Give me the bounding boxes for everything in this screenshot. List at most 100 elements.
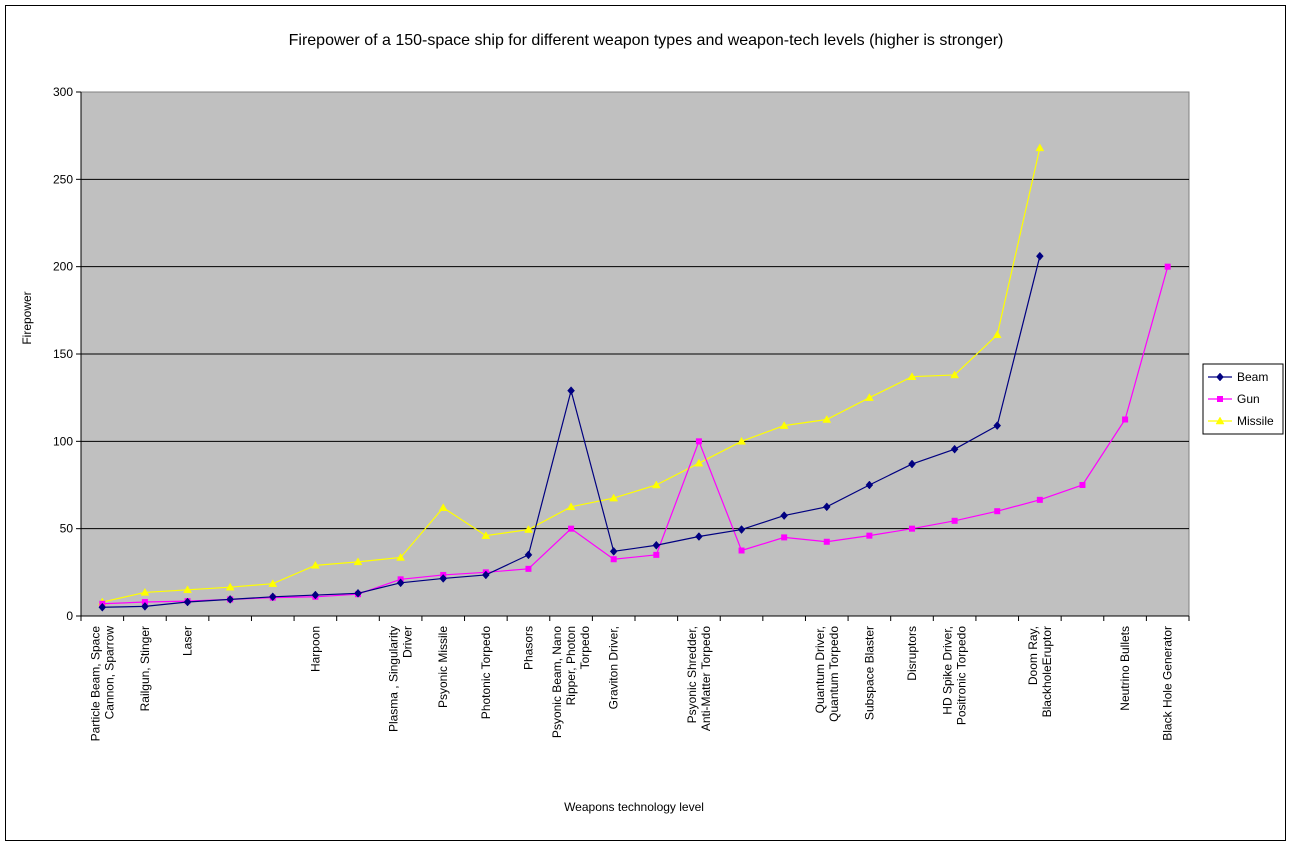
- point-missile: [310, 560, 320, 569]
- legend-marker-gun: [1217, 396, 1223, 402]
- x-tick-label: HD Spike Driver, Positronic Torpedo: [941, 626, 969, 725]
- point-gun: [994, 508, 1001, 515]
- point-missile: [396, 552, 406, 561]
- x-tick-label: Plasma , Singularity Driver: [387, 626, 415, 732]
- y-tick-label: 150: [53, 347, 73, 361]
- point-missile: [864, 393, 874, 401]
- x-tick-label-line: Railgun, Stinger: [138, 626, 152, 711]
- point-beam: [354, 588, 362, 598]
- x-tick-label-line: Psyonic Beam, Nano: [550, 626, 564, 738]
- x-tick-label-line: Neutrino Bullets: [1118, 626, 1132, 711]
- x-tick-label: Phasors: [521, 626, 535, 670]
- x-tick-label-line: Torpedo: [578, 626, 592, 670]
- x-tick-label-line: Disruptors: [905, 626, 919, 681]
- point-beam: [695, 532, 703, 541]
- point-beam: [652, 540, 661, 550]
- x-tick-label-line: Subspace Blaster: [862, 626, 876, 720]
- point-missile: [524, 525, 533, 533]
- point-missile: [353, 557, 363, 566]
- point-beam: [780, 511, 788, 520]
- point-beam: [226, 595, 234, 604]
- point-missile: [140, 587, 150, 596]
- y-tick-label: 50: [60, 522, 74, 536]
- x-tick-label: Photonic Torpedo: [479, 626, 493, 720]
- y-axis-ticks: 0 50 100 150 200 250 300: [53, 85, 81, 623]
- point-gun: [695, 438, 702, 445]
- point-gun: [951, 517, 958, 524]
- x-tick-label-line: Positronic Torpedo: [955, 626, 969, 725]
- point-beam: [609, 546, 618, 556]
- x-tick-label-line: Particle Beam, Space: [88, 626, 102, 742]
- point-gun: [909, 525, 915, 532]
- point-beam: [822, 502, 831, 512]
- point-beam: [439, 574, 448, 583]
- x-tick-label-line: Psyonic Shredder,: [685, 626, 699, 723]
- point-missile: [225, 582, 235, 591]
- chart-frame: Firepower of a 150-space ship for differ…: [5, 5, 1286, 841]
- x-tick-label-line: Harpoon: [308, 626, 322, 672]
- y-tick-label: 200: [53, 260, 73, 274]
- x-tick-label: Neutrino Bullets: [1118, 626, 1132, 711]
- point-beam: [908, 459, 916, 469]
- point-missile: [950, 370, 960, 379]
- point-beam: [98, 602, 107, 612]
- point-missile: [438, 503, 448, 511]
- x-tick-label: Railgun, Stinger: [138, 626, 152, 711]
- point-beam: [396, 578, 405, 588]
- point-missile: [737, 436, 746, 445]
- point-beam: [865, 480, 874, 490]
- series-line-gun: [102, 266, 1169, 605]
- point-missile: [779, 421, 789, 429]
- x-tick-label: Doom Ray, BlackholeEruptor: [1026, 626, 1054, 717]
- x-tick-label: Graviton Driver,: [607, 626, 621, 709]
- point-beam: [183, 597, 192, 607]
- point-beam: [1036, 251, 1044, 261]
- x-tick-label: Black Hole Generator: [1161, 626, 1175, 741]
- x-tick-label: Harpoon: [308, 626, 322, 672]
- point-missile: [992, 330, 1002, 339]
- point-beam: [482, 570, 490, 580]
- point-beam: [141, 602, 149, 611]
- legend: Beam Gun Missile: [1202, 363, 1284, 435]
- point-beam: [268, 592, 277, 602]
- legend-label-beam: Beam: [1237, 370, 1268, 384]
- point-missile: [481, 531, 491, 539]
- x-tick-label: Disruptors: [905, 626, 919, 681]
- point-missile: [1035, 143, 1045, 152]
- x-tick-label: Particle Beam, Space Cannon, Sparrow: [88, 626, 116, 742]
- legend-marker-missile: [1215, 416, 1225, 425]
- point-gun: [823, 538, 830, 545]
- x-tick-label-line: Laser: [181, 626, 195, 656]
- y-tick-label: 0: [66, 609, 73, 623]
- y-axis-label: Firepower: [20, 291, 34, 344]
- x-tick-label: Psyonic Shredder, Anti-Matter Torpedo: [685, 626, 713, 731]
- legend-label-gun: Gun: [1237, 392, 1260, 406]
- x-tick-label-line: Plasma , Singularity: [387, 626, 401, 732]
- legend-marker-beam: [1216, 372, 1224, 382]
- x-tick-label-line: Anti-Matter Torpedo: [699, 626, 713, 731]
- point-beam: [567, 386, 575, 396]
- point-gun: [1122, 416, 1129, 423]
- point-beam: [993, 421, 1002, 430]
- x-tick-label-line: Driver: [401, 626, 415, 658]
- x-tick-label-line: Phasors: [521, 626, 535, 670]
- point-beam: [524, 550, 533, 560]
- y-tick-label: 250: [53, 172, 73, 186]
- y-tick-label: 300: [53, 85, 73, 99]
- x-tick-label-line: Cannon, Sparrow: [102, 626, 116, 720]
- point-missile: [566, 502, 576, 511]
- point-gun: [525, 565, 532, 572]
- x-tick-label: Psyonic Missile: [436, 626, 450, 708]
- x-tick-label-line: BlackholeEruptor: [1040, 626, 1054, 717]
- point-beam: [737, 525, 746, 534]
- point-beam: [950, 444, 959, 454]
- x-tick-label-line: Ripper, Photon: [564, 626, 578, 705]
- x-tick-label-line: Graviton Driver,: [607, 626, 621, 709]
- series-lines: [97, 143, 1171, 612]
- point-gun: [1164, 263, 1171, 270]
- point-missile: [183, 585, 192, 594]
- legend-label-missile: Missile: [1237, 414, 1274, 428]
- point-missile: [268, 579, 278, 587]
- x-tick-label-line: HD Spike Driver,: [941, 626, 955, 715]
- point-beam: [311, 590, 320, 600]
